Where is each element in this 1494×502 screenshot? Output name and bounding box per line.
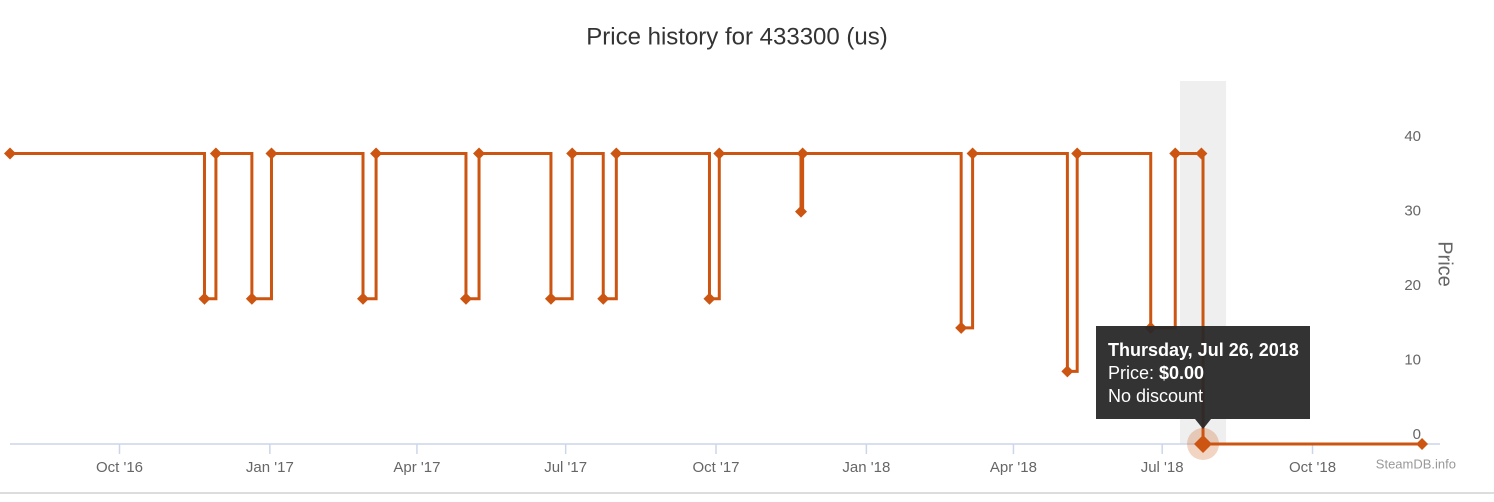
point-marker — [597, 292, 610, 305]
point-marker — [370, 147, 383, 160]
point-marker — [610, 147, 623, 160]
point-marker — [796, 147, 809, 160]
x-tick-label: Oct '18 — [1289, 459, 1336, 476]
y-tick-label: 10 — [1404, 351, 1421, 368]
point-marker — [1416, 438, 1429, 450]
credit: SteamDB.info — [1376, 456, 1456, 471]
x-tick-label: Oct '16 — [96, 459, 143, 476]
point-marker — [566, 147, 579, 160]
point-marker — [1195, 147, 1208, 160]
tooltip-price-label: Price: — [1108, 363, 1154, 383]
point-marker — [544, 292, 557, 305]
point-marker — [473, 147, 486, 160]
y-tick-label: 0 — [1413, 426, 1421, 443]
x-tick-label: Jul '18 — [1141, 459, 1184, 476]
x-tick-label: Apr '18 — [990, 459, 1037, 476]
point-marker — [955, 321, 968, 334]
point-marker — [245, 292, 258, 305]
point-marker — [1194, 435, 1213, 453]
tooltip-price-value: $0.00 — [1159, 363, 1204, 383]
tooltip-date: Thursday, Jul 26, 2018 — [1108, 340, 1299, 360]
point-marker — [357, 292, 370, 305]
tooltip-box — [1096, 326, 1310, 429]
point-marker — [966, 147, 979, 160]
point-marker — [209, 147, 222, 160]
point-marker — [265, 147, 278, 160]
point-marker — [794, 205, 807, 218]
y-axis-title: Price — [1434, 241, 1456, 287]
point-marker — [1061, 365, 1074, 378]
point-marker — [1071, 147, 1084, 160]
x-tick-label: Jan '17 — [246, 459, 294, 476]
y-tick-label: 40 — [1404, 128, 1421, 145]
point-marker — [1169, 147, 1182, 160]
tooltip-note: No discount — [1108, 386, 1203, 406]
x-tick-label: Jan '18 — [842, 459, 890, 476]
tooltip-price: Price: $0.00 — [1108, 363, 1204, 383]
y-tick-label: 30 — [1404, 202, 1421, 219]
point-marker — [198, 292, 211, 305]
x-tick-label: Apr '17 — [393, 459, 440, 476]
point-marker — [4, 147, 16, 160]
x-tick-label: Oct '17 — [692, 459, 739, 476]
point-marker — [703, 292, 716, 305]
point-marker — [459, 292, 472, 305]
point-marker — [713, 147, 726, 160]
chart-title: Price history for 433300 (us) — [586, 23, 887, 50]
x-tick-label: Jul '17 — [544, 459, 587, 476]
y-tick-label: 20 — [1404, 277, 1421, 294]
